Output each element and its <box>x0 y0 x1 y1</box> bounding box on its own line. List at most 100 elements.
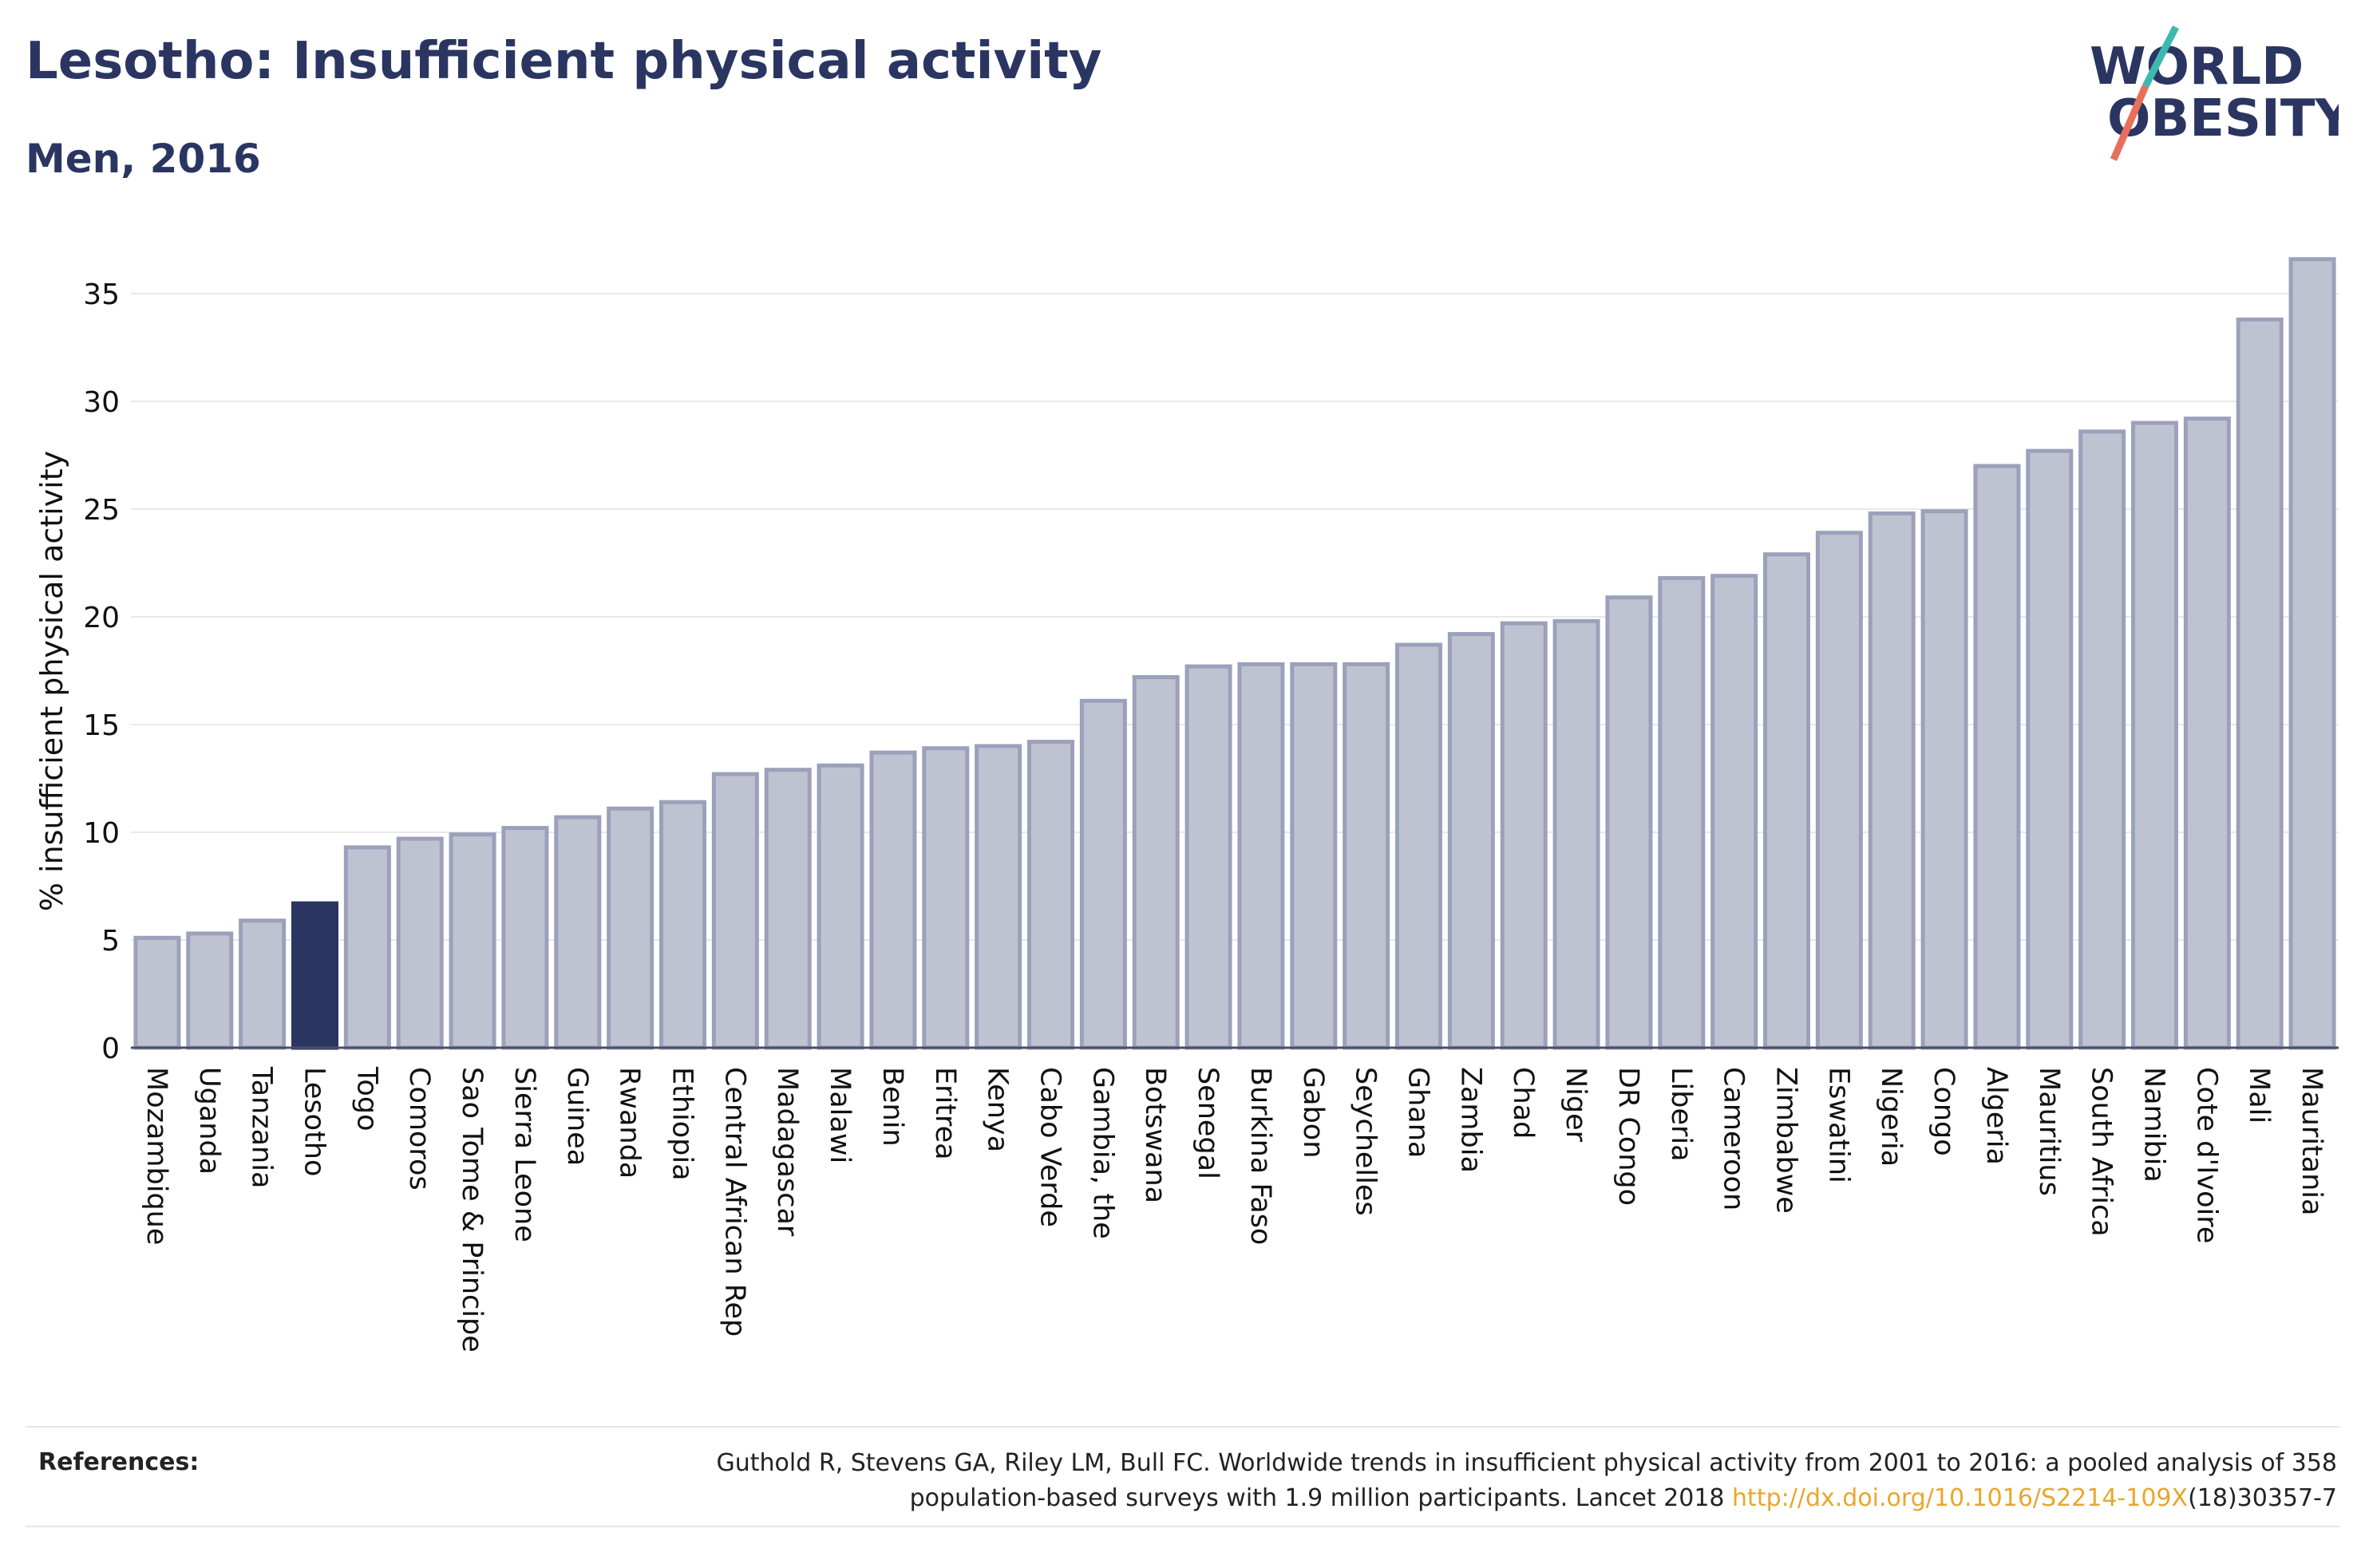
x-tick-label: Ghana <box>1402 1067 1434 1158</box>
x-tick-label: Malawi <box>824 1067 856 1163</box>
x-tick-label: Chad <box>1507 1067 1539 1139</box>
reference-line-2-suffix: (18)30357-7 <box>2188 1484 2337 1512</box>
doi-link[interactable]: http://dx.doi.org/10.1016/S2214-109X <box>1732 1484 2189 1512</box>
bar-ghana <box>1394 642 1443 1050</box>
x-tick-label: Zimbabwe <box>1770 1067 1802 1214</box>
x-tick-label: Ethiopia <box>666 1067 698 1181</box>
bar-sao-tome-principe <box>449 832 496 1050</box>
x-tick-label: Congo <box>1928 1067 1960 1156</box>
bar-dr-congo <box>1605 595 1653 1050</box>
bar-kenya <box>975 744 1022 1050</box>
references-label: References: <box>38 1448 200 1476</box>
x-tick-label: Comoros <box>403 1067 435 1191</box>
y-tick-label: 15 <box>83 709 120 742</box>
x-tick-label: Algeria <box>1980 1067 2012 1165</box>
bar-mali <box>2236 317 2284 1050</box>
x-tick-label: Sao Tome & Principe <box>456 1067 488 1353</box>
divider-top <box>26 1426 2340 1428</box>
bar-cameroon <box>1710 574 1758 1050</box>
bar-sierra-leone <box>501 826 549 1050</box>
bar-nigeria <box>1868 511 1916 1050</box>
bar-botswana <box>1132 675 1180 1050</box>
y-tick-label: 30 <box>83 386 120 419</box>
bar-seychelles <box>1343 662 1390 1050</box>
reference-line-1: Guthold R, Stevens GA, Riley LM, Bull FC… <box>716 1449 2337 1477</box>
x-tick-label: Mozambique <box>140 1067 172 1245</box>
x-tick-label: Burkina Faso <box>1244 1067 1276 1245</box>
bar-senegal <box>1184 664 1232 1050</box>
x-tick-label: Eswatini <box>1822 1067 1854 1183</box>
bar-central-african-rep <box>711 772 759 1050</box>
logo-slash-coral-icon <box>2110 85 2149 161</box>
y-axis-label: % insufficient physical activity <box>34 451 69 911</box>
x-tick-label: Gabon <box>1297 1067 1329 1158</box>
bar-uganda <box>186 931 234 1050</box>
y-tick-label: 0 <box>101 1033 120 1065</box>
x-tick-label: Mali <box>2243 1067 2275 1124</box>
bar-zambia <box>1447 632 1495 1050</box>
x-tick-label: Rwanda <box>614 1067 646 1179</box>
x-tick-label: Cote d'Ivoire <box>2190 1067 2222 1243</box>
x-tick-label: Liberia <box>1665 1067 1697 1162</box>
x-tick-label: Benin <box>876 1067 908 1147</box>
reference-line-2: population-based surveys with 1.9 millio… <box>581 1481 2337 1516</box>
logo-line1: WORLD <box>2090 38 2304 97</box>
bar-cote-d-ivoire <box>2183 417 2231 1050</box>
bar-algeria <box>1973 464 2021 1050</box>
bar-comoros <box>396 836 444 1050</box>
chart-title: Lesotho: Insufficient physical activity <box>26 32 1102 91</box>
x-tick-label: Guinea <box>561 1067 593 1166</box>
bar-chad <box>1500 621 1548 1050</box>
x-tick-label: Uganda <box>193 1067 225 1175</box>
bar-mozambique <box>133 935 181 1050</box>
bar-ethiopia <box>658 800 707 1050</box>
bar-eritrea <box>922 746 970 1050</box>
bar-burkina-faso <box>1237 662 1285 1050</box>
bar-namibia <box>2130 421 2179 1050</box>
logo-slash-teal-icon <box>2142 25 2180 89</box>
x-tick-label: Mauritania <box>2296 1067 2327 1215</box>
x-tick-label: Eritrea <box>929 1067 961 1160</box>
bar-chart: 0 5 10 15 20 25 30 35 % insufficient physical ac… <box>34 257 2339 1353</box>
y-tick-label: 5 <box>101 925 120 958</box>
x-tick-label: South Africa <box>2086 1067 2118 1237</box>
bar-togo <box>343 845 391 1050</box>
bar-gabon <box>1290 662 1338 1050</box>
x-tick-label: DR Congo <box>1612 1067 1644 1206</box>
bar-tanzania <box>239 918 287 1050</box>
bar-gambia-the <box>1079 698 1127 1050</box>
bar-zimbabwe <box>1762 552 1811 1050</box>
x-tick-label: Cabo Verde <box>1034 1067 1066 1227</box>
y-tick-label: 25 <box>83 494 120 527</box>
x-tick-label: Namibia <box>2138 1067 2170 1183</box>
x-tick-label: Gambia, the <box>1086 1067 1118 1239</box>
x-tick-label: Togo <box>350 1066 382 1131</box>
logo-line2: OBESITY <box>2107 89 2339 148</box>
bar-mauritius <box>2026 448 2074 1050</box>
x-tick-label: Central African Rep <box>718 1067 750 1337</box>
bar-benin <box>869 750 917 1050</box>
x-tick-label: Tanzania <box>246 1066 278 1188</box>
x-tick-label: Nigeria <box>1875 1067 1907 1167</box>
x-tick-label: Senegal <box>1192 1067 1224 1179</box>
bar-lesotho <box>291 901 339 1050</box>
x-tick-label: Zambia <box>1454 1067 1486 1173</box>
x-tick-label: Mauritius <box>2033 1067 2065 1196</box>
bar-south-africa <box>2078 429 2126 1050</box>
x-tick-label: Sierra Leone <box>508 1067 540 1242</box>
divider-bottom <box>26 1526 2340 1527</box>
bar-mauritania <box>2288 257 2336 1050</box>
bar-niger <box>1552 618 1600 1050</box>
y-tick-label: 35 <box>83 278 120 311</box>
bar-malawi <box>817 763 864 1050</box>
bar-eswatini <box>1815 531 1863 1050</box>
x-tick-label: Cameroon <box>1718 1067 1750 1211</box>
chart-subtitle: Men, 2016 <box>26 136 261 182</box>
x-tick-label: Kenya <box>982 1067 1014 1152</box>
x-tick-label: Madagascar <box>771 1067 803 1237</box>
bar-congo <box>1920 509 1968 1050</box>
x-tick-label: Botswana <box>1139 1067 1171 1203</box>
world-obesity-logo: WORLD OBESITY <box>2090 25 2339 161</box>
y-tick-label: 10 <box>83 817 120 850</box>
x-tick-label: Seychelles <box>1350 1067 1382 1216</box>
